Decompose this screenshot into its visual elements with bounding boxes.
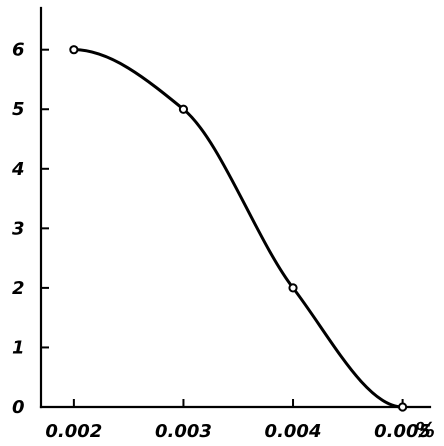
x-tick-label: 0.002 (45, 421, 102, 442)
data-point (288, 283, 298, 293)
y-tick-label: 1 (12, 337, 25, 358)
x-axis-unit-label: % (415, 418, 435, 442)
y-tick-label: 2 (12, 278, 25, 299)
y-tick-label: 5 (12, 99, 25, 120)
series-line (72, 48, 405, 409)
data-points (69, 45, 408, 412)
y-tick-label: 6 (12, 40, 25, 61)
x-tick-label: 0.003 (155, 421, 212, 442)
axes (39, 6, 432, 409)
y-tick-label: 3 (12, 218, 25, 239)
x-tick-label: 0.005 (374, 421, 431, 442)
x-tick-label: 0.004 (265, 421, 322, 442)
ticks (41, 48, 404, 408)
y-tick-label: 0 (12, 397, 25, 418)
data-point (69, 45, 79, 55)
y-tick-label: 4 (11, 159, 25, 180)
data-point (398, 402, 408, 412)
tick-labels: 0 1 2 3 4 5 6 0.002 0.003 0.004 0.005 (11, 40, 431, 442)
data-point (178, 104, 189, 114)
